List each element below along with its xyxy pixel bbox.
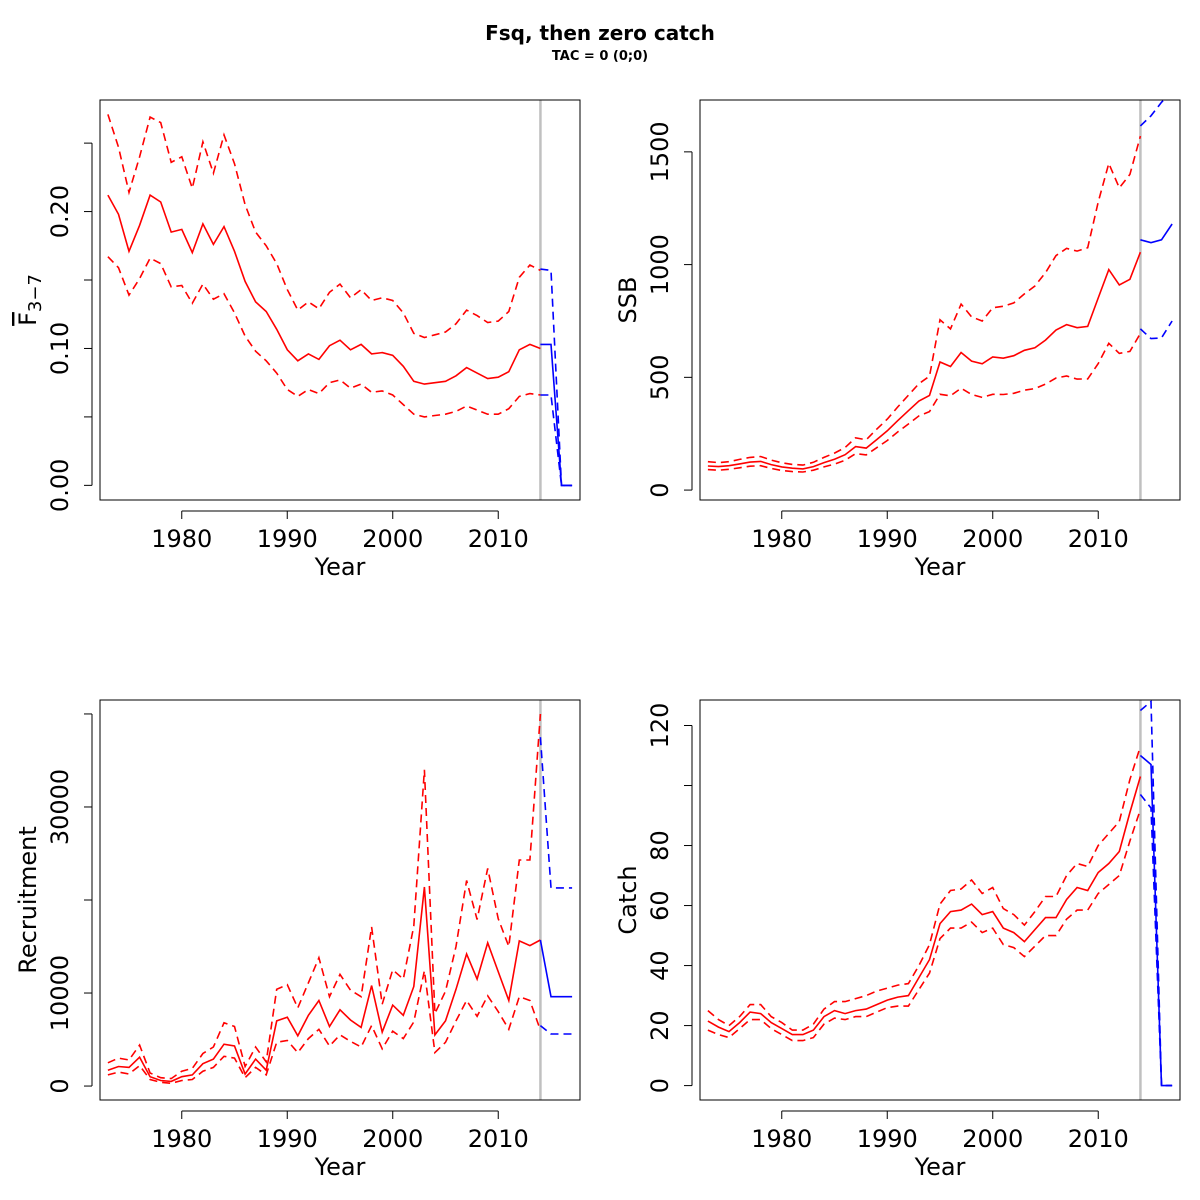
- ssb-y-tick-label: 500: [646, 354, 674, 400]
- catch-x-axis-label: Year: [914, 1153, 966, 1181]
- panel-recruitment: 1980 1990 2000 2010 Year 0 10000 30000Recruitme…: [14, 699, 581, 1181]
- catch-history-lower-line: [707, 809, 1142, 1042]
- ssb-y-tick-label: 0: [646, 482, 674, 497]
- recruitment-x-tick-label: 1980: [151, 1125, 212, 1153]
- catch-x-tick-label: 2010: [1068, 1125, 1129, 1153]
- ssb-x-tick-label: 2000: [962, 525, 1023, 553]
- ssb-x-tick-label: 1990: [857, 525, 918, 553]
- panel-fbar: 1980 1990 2000 2010 Year 0.00 0.10 0.20 F3−7: [14, 99, 581, 581]
- recruitment-y-tick-label: 10000: [46, 955, 74, 1031]
- ssb-forecast-median-line: [1140, 223, 1173, 244]
- catch-y-axis-label: Catch: [614, 865, 642, 934]
- recruitment-forecast-median-line: [539, 939, 573, 998]
- ssb-x-axis-label: Year: [914, 553, 966, 581]
- ssb-history-upper-line: [707, 135, 1142, 466]
- catch-x-tick-label: 1980: [751, 1125, 812, 1153]
- ssb-forecast-upper-line: [1139, 100, 1165, 127]
- fbar-history-median-line: [107, 193, 541, 385]
- panel-ssb: 1980 1990 2000 2010 Year 0 500 1000 1500 SSB: [614, 99, 1181, 581]
- recruitment-y-tick-label: 0: [46, 1078, 74, 1093]
- figure-title: Fsq, then zero catch: [485, 21, 715, 45]
- recruitment-plot-area: [107, 713, 573, 1085]
- catch-history-median-line: [707, 776, 1142, 1036]
- recruitment-y-axis-label: Recruitment: [14, 826, 42, 973]
- fbar-y-tick-label: 0.10: [46, 322, 74, 375]
- recruitment-history-lower-line: [107, 970, 542, 1085]
- fbar-y-tick-label: 0.00: [46, 459, 74, 512]
- catch-y-tick-label: 20: [646, 1010, 674, 1041]
- catch-plot-area: [707, 700, 1173, 1087]
- catch-frame: [699, 699, 1181, 1101]
- fbar-x-tick-label: 1990: [257, 525, 318, 553]
- ssb-frame: [699, 99, 1181, 501]
- ssb-forecast-lower-line: [1139, 320, 1173, 340]
- catch-x-tick-label: 1990: [857, 1125, 918, 1153]
- catch-y-tick-label: 120: [646, 703, 674, 749]
- fbar-forecast-lower-line: [540, 394, 573, 487]
- recruitment-history-median-line: [107, 886, 541, 1083]
- ssb-history-lower-line: [707, 332, 1142, 473]
- recruitment-x-tick-label: 1990: [257, 1125, 318, 1153]
- fbar-frame: [99, 99, 581, 501]
- recruitment-forecast-upper-line: [539, 737, 573, 889]
- catch-y-tick-label: 40: [646, 950, 674, 981]
- fbar-y-axis-label: F3−7: [14, 274, 46, 326]
- recruitment-frame: [99, 699, 581, 1101]
- fbar-history-upper-line: [107, 114, 541, 339]
- fbar-x-axis-label: Year: [314, 553, 366, 581]
- ssb-y-tick-label: 1500: [646, 121, 674, 182]
- ssb-y-tick-label: 1000: [646, 234, 674, 295]
- fbar-plot-area: [107, 114, 573, 487]
- panel-catch: 1980 1990 2000 2010 Year 0 20 40 60 80 120 Catch: [614, 699, 1181, 1181]
- catch-history-upper-line: [707, 746, 1142, 1031]
- recruitment-history-upper-line: [107, 713, 542, 1080]
- recruitment-y-tick-label: 30000: [46, 769, 74, 845]
- catch-forecast-lower-line: [1139, 794, 1173, 1087]
- figure-subtitle: TAC = 0 (0;0): [552, 49, 648, 64]
- fbar-x-tick-label: 2010: [468, 525, 529, 553]
- ssb-y-axis-label: SSB: [614, 277, 642, 324]
- recruitment-x-tick-label: 2010: [468, 1125, 529, 1153]
- ssb-x-tick-label: 1980: [751, 525, 812, 553]
- recruitment-x-axis-label: Year: [314, 1153, 366, 1181]
- fbar-history-lower-line: [107, 256, 541, 418]
- catch-y-tick-label: 60: [646, 890, 674, 921]
- recruitment-x-tick-label: 2000: [362, 1125, 423, 1153]
- recruitment-forecast-lower-line: [539, 1024, 573, 1035]
- ssb-history-median-line: [707, 251, 1142, 470]
- catch-y-tick-label: 80: [646, 830, 674, 861]
- fbar-x-tick-label: 2000: [362, 525, 423, 553]
- ssb-plot-area: [707, 100, 1173, 473]
- fbar-forecast-upper-line: [540, 268, 573, 487]
- catch-x-tick-label: 2000: [962, 1125, 1023, 1153]
- fbar-y-tick-label: 0.20: [46, 185, 74, 238]
- fbar-x-tick-label: 1980: [151, 525, 212, 553]
- ssb-x-tick-label: 2010: [1068, 525, 1129, 553]
- catch-forecast-median-line: [1139, 754, 1173, 1087]
- catch-y-tick-label: 0: [646, 1078, 674, 1093]
